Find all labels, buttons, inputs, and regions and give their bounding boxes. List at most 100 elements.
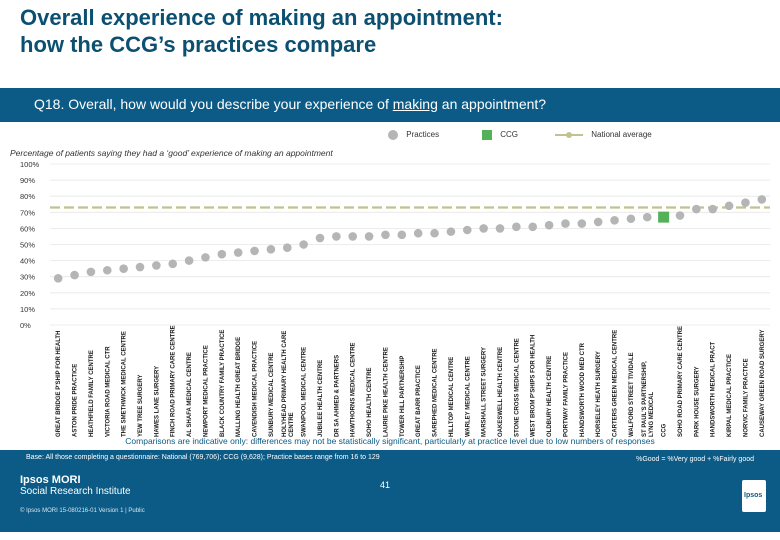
footnote: Comparisons are indicative only: differe… [125,436,655,446]
x-tick-label: SOHO HEALTH CENTRE [367,367,373,437]
ipsos-logo: Ipsos [742,480,766,512]
practice-point [479,224,488,233]
ccg-point [658,211,670,223]
x-tick-label: HANDSWORTH MEDICAL PRACT [711,341,717,437]
practice-point [282,243,292,253]
x-tick-label: BLACK COUNTRY FAMILY PRACTICE [220,330,226,437]
practice-point [708,204,718,214]
x-tick-label: CARTERS GREEN MEDICAL CENTRE [613,330,619,437]
x-tick-label-line: CENTRE [289,412,295,437]
x-tick-label: LAURIE PIKE HEALTH CENTRE [383,347,389,437]
practice-point [495,224,505,233]
x-tick-label: DR SA AHMED & PARTNERS [334,355,340,437]
practice-point [397,230,407,240]
practice-point [381,230,390,240]
x-tick-label: NEWPORT MEDICAL PRACTICE [203,345,209,437]
copyright: © Ipsos MORI 15-080216-01 Version 1 | Pu… [20,508,145,514]
x-tick-label: SAREPHED MEDICAL CENTRE [433,348,439,437]
question-text: Q18. Overall, how would you describe you… [34,96,546,112]
practice-point [724,201,734,211]
y-tick-label: 90% [20,176,35,185]
practice-point [102,265,112,275]
data-points [53,195,767,283]
x-tick-label-line: HOLYHEAD PRIMARY HEALTH CARE [282,331,288,437]
y-tick-label: 10% [20,305,35,314]
practice-point [364,232,374,241]
x-tick-label: HANDSWORTH WOOD MED CTR [580,342,586,437]
x-tick-label: SOHO ROAD PRIMARY CARE CENTRE [678,326,684,437]
y-tick-label: 100% [20,160,40,169]
x-tick-label: STONE CROSS MEDICAL CENTRE [514,338,520,437]
x-axis-labels: GREAT BRIDGE P'SHIP FOR HEALTH ASTON PRID… [56,325,766,437]
practice-point [593,217,603,227]
x-tick-label: OLDBURY HEALTH CENTRE [547,356,553,437]
y-tick-label: 50% [20,241,35,250]
x-tick-label: SUNBURY MEDICAL CENTRE [269,352,275,437]
x-tick-label-line: LYNG MEDICAL [649,392,655,437]
practice-point [675,211,685,220]
practice-point [413,228,423,238]
practice-point [53,274,63,283]
good-definition: %Good = %Very good + %Fairly good [636,456,754,463]
x-tick-label: HEATHFIELD FAMILY CENTRE [89,350,95,437]
gridlines [50,163,770,326]
x-tick-label: YEW TREE SURGERY [138,375,144,437]
x-tick-label: THE SMETHWICK MEDICAL CENTRE [122,331,128,437]
x-tick-label: CAVENDISH MEDICAL PRACTICE [253,341,259,437]
practice-point [610,216,619,225]
y-axis: 0% 10% 20% 30% 40% 50% 60% 70% 80% 90% 100% [20,160,40,330]
practice-point [332,232,341,241]
x-tick-label: OAKESWELL HEALTH CENTRE [498,347,504,437]
x-tick-label: VICTORIA ROAD MEDICAL CTR [105,346,111,437]
x-tick-label: GREAT BARR PRACTICE [416,365,422,437]
practice-point [135,262,145,272]
practice-point [757,195,767,204]
x-tick-label: ST PAUL'S PARTNERSHIP,LYNG MEDICAL [642,361,655,437]
x-tick-label: HORSELEY HEATH SURGERY [596,351,602,437]
national-line-icon [555,131,583,138]
legend-ccg-label: CCG [500,130,519,140]
page-number: 41 [380,480,391,490]
brand-name: Ipsos MORI [20,474,81,486]
practice-point [70,270,79,280]
x-tick-label: NORVIC FAMILY PRACTICE [743,358,749,437]
x-tick-label: AL SHAFA MEDICAL CENTRE [187,352,193,437]
footer-band: Base: All those completing a questionnai… [0,450,780,532]
question-suffix: an appointment? [437,96,547,112]
x-tick-label: MALLING HEALTH GREAT BRIDGE [236,337,242,437]
x-tick-label: MARSHALL STREET SURGERY [482,347,488,437]
y-tick-label: 0% [20,321,31,330]
y-tick-label: 30% [20,273,35,282]
x-tick-label-line: ST PAUL'S PARTNERSHIP, [642,361,648,437]
practice-point [626,214,636,224]
x-tick-label: HILLTOP MEDICAL CENTRE [449,357,455,437]
practice-point [741,198,750,207]
y-tick-label: 40% [20,257,35,266]
y-tick-label: 70% [20,208,35,217]
x-tick-label: PORTWAY FAMILY PRACTICE [563,352,569,437]
logo-text: Ipsos [744,492,763,499]
x-tick-label: HAWES LANE SURGERY [154,366,160,437]
x-tick-label: PARK HOUSE SURGERY [694,366,700,437]
practice-point [299,240,308,249]
practice-point [168,259,178,269]
y-tick-label: 60% [20,224,35,233]
legend-practices: Practices [388,130,439,140]
title-line-1: Overall experience of making an appointm… [20,5,503,30]
chart-title: Percentage of patients saying they had a… [10,148,333,158]
practice-point [233,248,243,257]
practice-point [152,261,161,270]
practice-point [692,204,701,214]
legend-ccg: CCG [482,130,518,140]
practice-dot-icon [388,130,398,140]
question-band: Q18. Overall, how would you describe you… [0,88,780,122]
practice-point [528,222,538,232]
practice-point [446,227,456,236]
x-tick-label: WALFORD STREET TIVIDALE [629,352,635,437]
x-tick-label: CAUSEWAY GREEN ROAD SURGERY [760,330,766,437]
practice-point [250,246,259,256]
practice-point [201,253,210,262]
x-tick-label: ASTON PRIDE PRACTICE [73,364,79,437]
practice-point [430,228,439,238]
practice-point [512,222,521,232]
